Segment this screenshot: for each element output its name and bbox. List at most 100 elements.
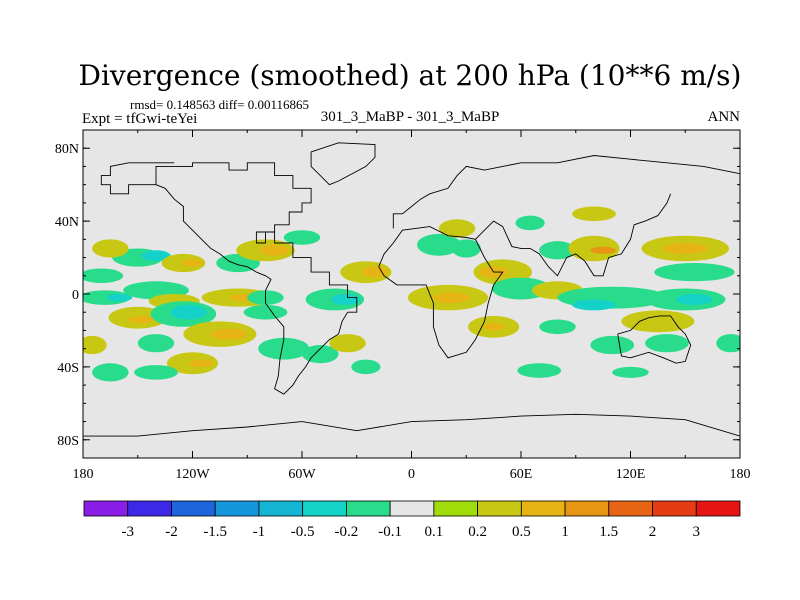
field-contour (351, 359, 381, 375)
field-contour (645, 334, 689, 353)
field-contour (416, 233, 461, 256)
field-contour (260, 244, 290, 256)
field-contour (654, 263, 735, 282)
season-label: ANN (708, 109, 741, 125)
field-contour (83, 335, 107, 355)
colorbar-label: 3 (693, 524, 701, 540)
field-contour (258, 337, 310, 360)
colorbar-box (477, 500, 522, 517)
field-contour (433, 292, 470, 304)
x-tick-label: 120W (175, 467, 210, 482)
field-contour (243, 304, 288, 320)
colorbar-label: -0.1 (378, 524, 402, 540)
field-contour (302, 345, 339, 364)
colorbar-label: 1 (561, 524, 569, 540)
field-contour (451, 239, 481, 258)
field-contour (515, 215, 545, 231)
colorbar-label: 0.2 (468, 524, 487, 540)
colorbar-box (652, 500, 697, 517)
y-tick-label: 40S (57, 361, 79, 376)
field-contour (170, 304, 208, 320)
y-tick-label: 0 (72, 288, 79, 303)
x-tick-label: 120E (616, 467, 646, 482)
field-contour (572, 299, 616, 311)
field-contour (83, 290, 131, 305)
field-contour (134, 365, 178, 380)
coastline (155, 184, 348, 395)
experiment-label: Expt = tfGwi-teYei (82, 111, 197, 127)
field-contour (181, 259, 204, 267)
coastline (100, 162, 358, 313)
field-contour (572, 206, 616, 222)
field-contour (716, 334, 740, 353)
colorbar-label: 2 (649, 524, 657, 540)
coastline (83, 413, 740, 437)
coastline (392, 155, 740, 229)
field-contour (362, 266, 388, 278)
colorbar-box (345, 500, 391, 517)
coastline (617, 315, 692, 364)
colorbar-box (214, 500, 260, 517)
field-contour (141, 250, 171, 262)
field-contour (539, 319, 576, 335)
field-contour (188, 359, 215, 367)
field-contour (137, 334, 175, 353)
field-contour (331, 294, 361, 305)
x-tick-label: 180 (730, 467, 751, 482)
x-tick-label: 60E (510, 467, 533, 482)
field-contour (663, 242, 708, 254)
case-label: 301_3_MaBP - 301_3_MaBP (321, 109, 500, 125)
colorbar-label: -3 (121, 524, 134, 540)
colorbar-box (127, 500, 172, 517)
field-contour (590, 335, 635, 355)
colorbar-box (302, 500, 347, 517)
field-contour (128, 315, 155, 324)
stats-label: rmsd= 0.148563 diff= 0.00116865 (130, 97, 309, 112)
coastline (475, 193, 672, 277)
coastline (378, 226, 504, 359)
field-contour (438, 219, 476, 238)
coastlines (83, 142, 740, 437)
colorbar-box (608, 500, 653, 517)
field-contour (590, 246, 616, 254)
colorbar-box (171, 500, 216, 517)
field-contour (482, 323, 505, 331)
colorbar-box (695, 500, 741, 517)
y-tick-label: 80N (55, 142, 79, 157)
colorbar-label: -0.5 (291, 524, 315, 540)
field-contour (517, 363, 562, 378)
divergence-field (83, 206, 740, 382)
colorbar-box (258, 500, 304, 517)
colorbar-box (520, 500, 566, 517)
colorbar: -3 -2 -1.5 -1 -0.5 -0.2 -0.1 0.1 0.2 0.5 1 1.5 2 3 (83, 500, 741, 540)
x-tick-label: 0 (408, 467, 415, 482)
field-group (83, 206, 740, 382)
y-tick-label: 80S (57, 434, 79, 449)
field-contour (92, 363, 129, 382)
field-contour (612, 366, 649, 378)
map-axes: 80N 40N 0 40S 80S 180 120W 60W 0 60E 120E 180 (55, 130, 751, 482)
colorbar-box (564, 500, 610, 517)
field-contour (83, 268, 124, 284)
y-tick-label: 40N (55, 215, 79, 230)
chart-title: Divergence (smoothed) at 200 hPa (10**6 … (79, 59, 742, 92)
colorbar-label: -2 (165, 524, 178, 540)
colorbar-box (389, 500, 435, 517)
coastline (310, 142, 376, 186)
colorbar-label: -1 (253, 524, 266, 540)
field-contour (106, 294, 133, 302)
colorbar-box (83, 500, 129, 517)
field-contour (329, 334, 366, 353)
field-contour (621, 310, 695, 333)
x-tick-label: 60W (288, 467, 316, 482)
colorbar-label: 0.1 (424, 524, 443, 540)
field-contour (539, 241, 576, 260)
colorbar-label: -1.5 (203, 524, 227, 540)
field-contour (210, 328, 248, 340)
colorbar-label: 1.5 (599, 524, 618, 540)
field-contour (676, 294, 713, 305)
coast-group (83, 142, 740, 437)
x-tick-label: 180 (73, 467, 94, 482)
colorbar-box (433, 500, 479, 517)
colorbar-label: 0.5 (512, 524, 531, 540)
